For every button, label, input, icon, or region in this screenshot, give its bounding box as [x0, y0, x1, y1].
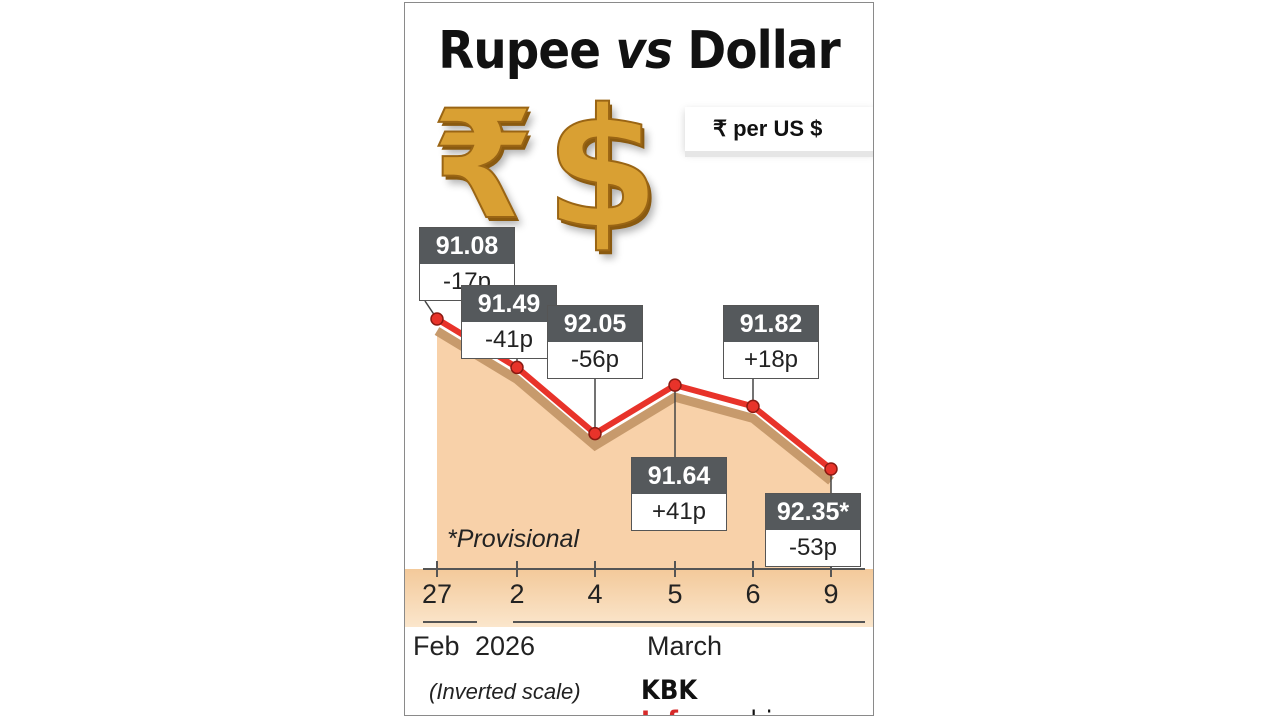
- x-tick-label: 4: [587, 579, 603, 609]
- data-label-value: 91.64: [632, 458, 726, 494]
- rupee-symbol-icon: ₹: [430, 78, 536, 254]
- data-label-change: -53p: [788, 534, 838, 561]
- data-label-1: 91.49 -41p: [461, 285, 557, 359]
- inverted-scale-note: (Inverted scale): [429, 679, 581, 704]
- dollar-symbol-icon: $: [544, 72, 661, 266]
- credit-kbk: KBK: [641, 675, 698, 706]
- data-label-3: 91.64 +41p: [631, 457, 727, 531]
- credit-graphics: graphics: [695, 706, 799, 715]
- x-tick-label: 5: [667, 579, 683, 609]
- credit-label: KBK Infographics: [641, 675, 850, 715]
- year-label: 2026: [475, 631, 536, 661]
- title-part-vs: vs: [615, 21, 673, 81]
- data-point-1: [510, 360, 524, 375]
- x-tick-label: 9: [823, 579, 839, 609]
- data-label-change: +18p: [743, 346, 799, 373]
- month-feb: Feb: [413, 631, 460, 661]
- data-label-value: 91.49: [462, 286, 556, 322]
- data-point-3: [668, 378, 682, 392]
- rate-chart: [423, 300, 865, 623]
- title-part-rupee: Rupee: [438, 21, 601, 81]
- data-label-value: 91.82: [724, 306, 818, 342]
- infographic-panel: Rupee vs Dollar ₹ $ ₹ per US $ 91.08 -17p…: [404, 2, 874, 716]
- chart-title: Rupee vs Dollar: [428, 21, 849, 81]
- unit-label: ₹ per US $: [685, 107, 873, 151]
- data-label-5: 92.35* -53p: [765, 493, 861, 567]
- data-label-value: 92.35*: [766, 494, 860, 530]
- data-point-0: [430, 312, 444, 326]
- data-point-5: [824, 462, 838, 476]
- data-label-value: 92.05: [548, 306, 642, 342]
- axis-band: [405, 569, 873, 627]
- x-tick-label: 2: [509, 579, 525, 609]
- x-tick-label: 6: [745, 579, 761, 609]
- data-label-change: -41p: [484, 326, 534, 353]
- data-label-4: 91.82 +18p: [723, 305, 819, 379]
- title-part-dollar: Dollar: [687, 21, 840, 81]
- month-march: March: [647, 631, 723, 661]
- credit-info: Info: [641, 706, 695, 715]
- data-point-2: [588, 426, 602, 441]
- data-point-4: [746, 399, 760, 414]
- x-tick-label: 27: [421, 579, 453, 609]
- data-label-2: 92.05 -56p: [547, 305, 643, 379]
- data-label-change: +41p: [651, 498, 707, 525]
- line-shadow: [434, 327, 834, 485]
- rate-line: [435, 316, 833, 472]
- data-label-change: -56p: [570, 346, 620, 373]
- chart-area: [437, 333, 831, 569]
- data-label-value: 91.08: [420, 228, 514, 264]
- provisional-note: *Provisional: [447, 525, 580, 553]
